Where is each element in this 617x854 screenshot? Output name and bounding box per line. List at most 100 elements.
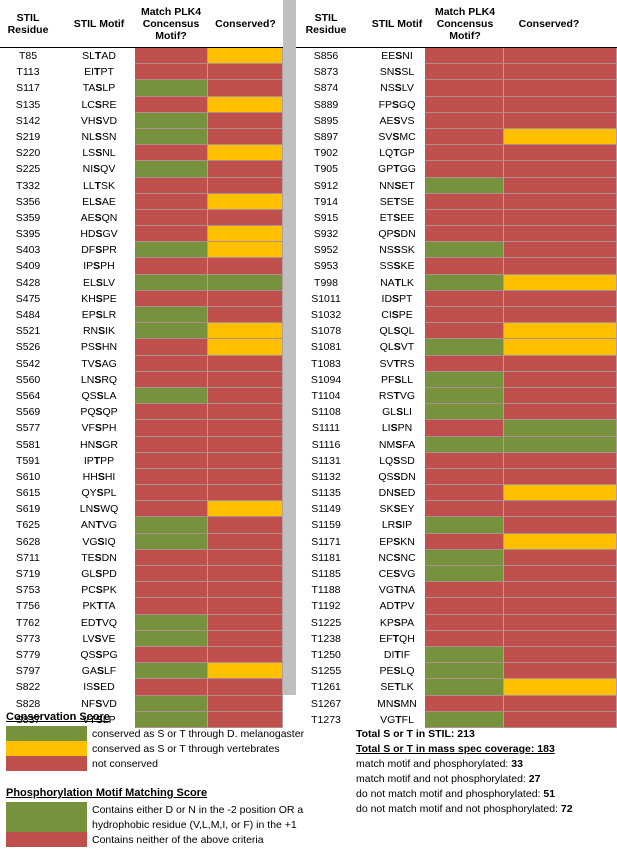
conserved-cell [504,274,617,291]
table-row: S560 LNSRQ [0,371,283,388]
conserved-cell [504,598,617,615]
residue-cell: S797 [15,665,41,678]
motif-cell: QSSDN [378,470,416,483]
conserved-cell [504,307,617,324]
conserved-cell [208,695,283,712]
motif-cell: LSSNL [82,147,116,160]
table-row: S1149 SKSEY [296,501,617,518]
left-table-body: T85 SLTAD T113 EITPT S117 TASLP S135 LCSRE S142 V… [0,48,283,728]
conserved-cell [208,420,283,437]
match-motif-cell [425,64,504,81]
conserved-cell [504,501,617,518]
conserved-cell [504,112,617,129]
residue-cell: S1078 [310,325,342,338]
conserved-cell [208,80,283,97]
phospho-label-green-1: Contains either D or N in the -2 positio… [92,804,304,816]
residue-cell: S142 [15,114,41,127]
conserved-cell [504,80,617,97]
table-row: S610 HHSHI [0,468,283,486]
residue-cell: S1267 [310,697,342,710]
conserved-cell [504,436,617,453]
table-row: S1159 LRSIP [296,517,617,534]
conservation-swatch-green [6,726,87,741]
total-line-text: match motif and not phosphorylated: [356,773,529,785]
motif-cell: PCSPK [81,584,117,597]
conservation-label-green: conserved as S or T through D. melanogas… [92,728,305,740]
motif-cell: CISPE [381,309,413,321]
match-motif-cell [135,582,208,599]
motif-cell: ELSLV [83,276,115,289]
motif-cell: SVTRS [379,357,415,370]
motif-cell: VGTFL [380,713,414,726]
conserved-cell [504,355,617,372]
phospho-swatch-red [6,832,87,847]
residue-cell: S1032 [310,309,342,321]
motif-cell: NFSVD [81,697,117,710]
motif-cell: NISQV [82,163,116,176]
match-motif-cell [425,533,504,550]
conserved-cell [504,630,617,647]
motif-cell: DITIF [383,648,411,661]
table-row: S1094 PFSLL [296,371,617,388]
motif-cell: NSSLV [380,82,414,95]
motif-cell: SSSKE [379,260,415,273]
total-line-text: do not match motif and not phosphorylate… [356,803,561,815]
header-residue: STIL Residue [305,11,347,36]
match-motif-cell [135,96,208,113]
table-row: T1238 EFTQH [296,630,617,647]
total-line-value: 51 [543,788,556,800]
motif-cell: IDSPT [381,292,413,305]
conserved-cell [504,452,617,469]
match-motif-cell [425,48,504,65]
table-row: S403 DFSPR [0,242,283,259]
table-row: S779 QSSPG [0,646,283,664]
table-row: T902 LQTGP [296,145,617,162]
table-row: S822 ISSED [0,679,283,696]
conserved-cell [504,177,617,194]
motif-cell: RNSIK [82,325,116,338]
conserved-cell [504,128,617,146]
motif-cell: TASLP [82,82,116,95]
table-row: S1111 LISPN [296,420,617,437]
motif-cell: GLSPD [81,568,117,580]
residue-cell: S225 [15,163,41,176]
match-motif-cell [135,387,208,405]
match-motif-cell [425,485,504,502]
table-row: S952 NSSSK [296,242,617,259]
conserved-cell [504,323,617,340]
residue-cell: S475 [15,292,41,305]
match-motif-cell [135,501,208,518]
left-table: STIL Residue STIL Motif Match PLK4 Conce… [0,0,283,728]
motif-cell: QLSVT [379,341,415,354]
match-motif-cell [135,193,208,210]
match-motif-cell [425,258,504,275]
motif-cell: FPSGQ [378,98,416,111]
match-motif-cell [425,646,504,664]
conserved-cell [504,663,617,680]
residue-cell: S356 [15,195,41,208]
motif-cell: VFSPH [81,422,117,435]
match-motif-cell [135,80,208,97]
conserved-cell [208,371,283,388]
match-motif-cell [135,128,208,146]
table-row: S409 IPSPH [0,258,283,275]
motif-cell: HDSGV [80,228,118,241]
motif-cell: LQSSD [379,454,415,467]
residue-cell: S395 [15,228,41,241]
match-motif-cell [425,420,504,437]
table-row: S837 VTSLP [0,711,283,728]
conserved-cell [208,323,283,340]
motif-cell: QYSPL [81,487,117,500]
table-row: S828 NFSVD [0,695,283,712]
motif-cell: QSSLA [81,389,117,402]
residue-cell: T625 [16,519,40,532]
residue-cell: S711 [16,551,40,564]
match-motif-cell [135,630,208,647]
table-row: S135 LCSRE [0,96,283,113]
conserved-cell [504,420,617,437]
match-motif-cell [135,468,208,486]
motif-cell: SKSEY [379,503,415,516]
match-motif-cell [135,598,208,615]
conserved-cell [504,566,617,583]
residue-cell: S409 [15,260,41,273]
